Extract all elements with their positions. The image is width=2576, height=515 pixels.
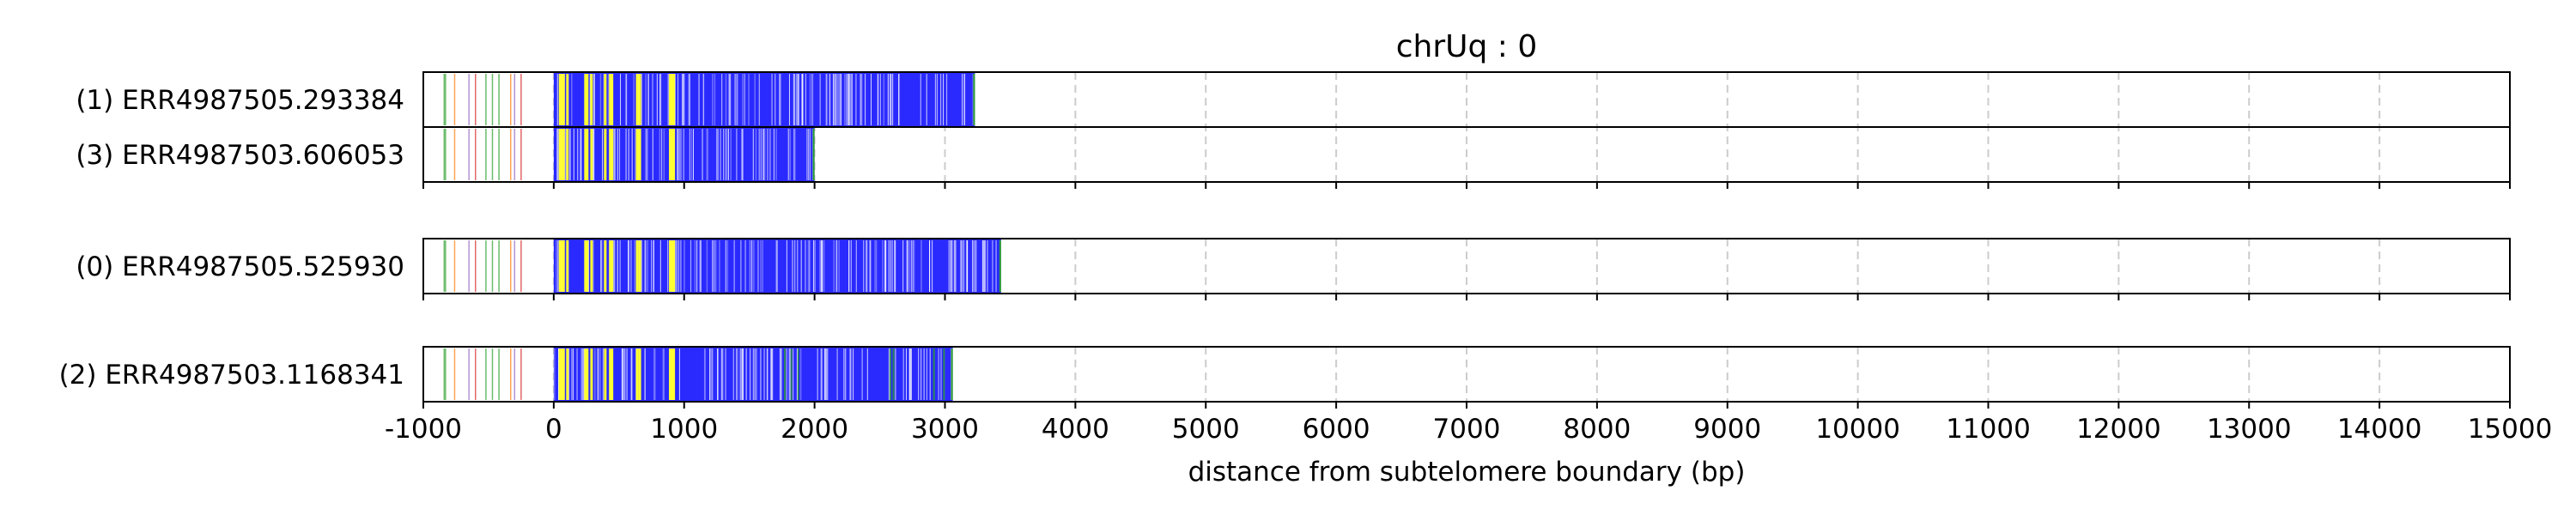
- x-tick-label: 7000: [1433, 414, 1501, 445]
- x-tick-label: 0: [545, 414, 562, 445]
- x-tick-label: -1000: [385, 414, 462, 445]
- x-tick-label: 9000: [1693, 414, 1761, 445]
- read-track: (3) ERR4987503.606053: [76, 126, 2511, 183]
- x-tick-label: 5000: [1172, 414, 1240, 445]
- x-tick-label: 4000: [1042, 414, 1109, 445]
- read-label: (2) ERR4987503.1168341: [59, 360, 404, 391]
- x-tick-label: 10000: [1815, 414, 1900, 445]
- x-tick-label: 11000: [1946, 414, 2031, 445]
- read-track: (2) ERR4987503.1168341: [59, 346, 2511, 403]
- read-label: (1) ERR4987505.293384: [76, 85, 404, 116]
- chart-title: chrUq : 0: [1396, 29, 1538, 64]
- x-axis-label: distance from subtelomere boundary (bp): [1188, 457, 1746, 488]
- x-tick-label: 14000: [2337, 414, 2422, 445]
- x-tick-label: 1000: [650, 414, 718, 445]
- x-tick-label: 12000: [2076, 414, 2161, 445]
- read-track: (0) ERR4987505.525930: [76, 238, 2511, 294]
- x-tick-label: 3000: [911, 414, 979, 445]
- x-axis: -1000 0 1000 2000 3000 4000 5000 6000 7000 8000 90…: [385, 182, 2552, 445]
- x-tick-label: 6000: [1303, 414, 1370, 445]
- x-tick-label: 13000: [2207, 414, 2292, 445]
- x-tick-label: 15000: [2468, 414, 2553, 445]
- read-tracks: (1) ERR4987505.293384 (3) ERR4987503.6060…: [59, 71, 2511, 403]
- x-tick-label: 8000: [1563, 414, 1631, 445]
- read-label: (0) ERR4987505.525930: [76, 251, 404, 282]
- read-track: (1) ERR4987505.293384: [76, 71, 2511, 128]
- x-tick-label: 2000: [781, 414, 848, 445]
- read-label: (3) ERR4987503.606053: [76, 140, 404, 171]
- telomere-block: [553, 73, 975, 126]
